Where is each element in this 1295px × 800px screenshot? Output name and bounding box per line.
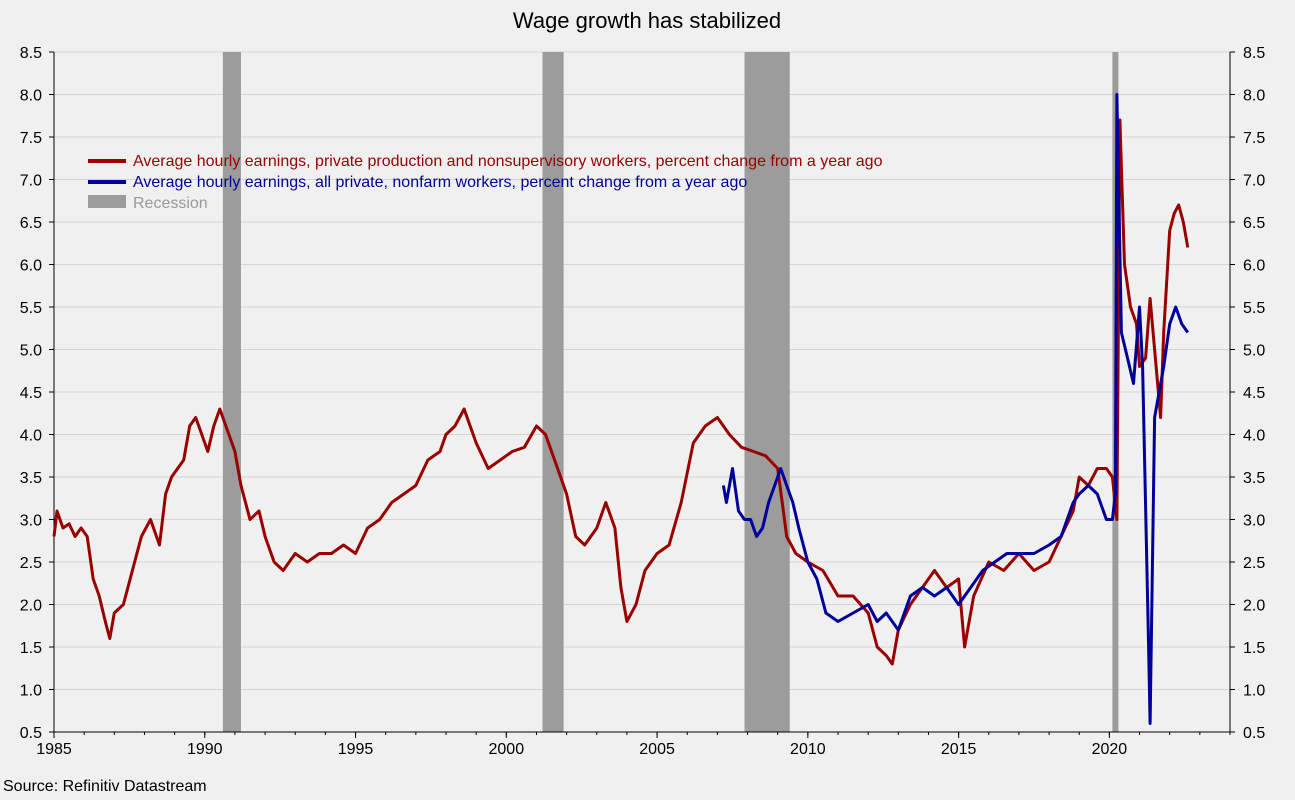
series-line-production — [52, 118, 1190, 666]
y-tick-label-right: 3.0 — [1243, 513, 1265, 530]
x-tick-label: 1990 — [187, 741, 223, 758]
legend: Average hourly earnings, private product… — [88, 153, 883, 212]
y-tick-label-left: 1.0 — [20, 683, 42, 700]
series-line-all_private — [721, 93, 1190, 725]
legend-label-recession: Recession — [133, 195, 208, 212]
y-tick-label-right: 2.5 — [1243, 555, 1265, 572]
y-tick-label-left: 6.0 — [20, 258, 42, 275]
y-tick-label-left: 8.5 — [20, 45, 42, 62]
y-tick-label-left: 2.0 — [20, 598, 42, 615]
y-tick-label-left: 8.0 — [20, 88, 42, 105]
y-tick-label-left: 4.5 — [20, 385, 42, 402]
recession-band — [542, 52, 564, 732]
y-tick-label-left: 3.0 — [20, 513, 42, 530]
x-tick-label: 2015 — [941, 741, 977, 758]
axes: 0.5 0.5 1.0 1.0 1.5 1.5 2.0 2.0 2.5 2.5 3.0 3.0 3.5 3… — [20, 45, 1266, 758]
chart-title: Wage growth has stabilized — [513, 8, 781, 33]
y-tick-label-right: 8.5 — [1243, 45, 1265, 62]
y-tick-label-left: 0.5 — [20, 725, 42, 742]
y-tick-label-left: 7.5 — [20, 130, 42, 147]
y-tick-label-right: 2.0 — [1243, 598, 1265, 615]
y-tick-label-right: 7.5 — [1243, 130, 1265, 147]
source-note: Source: Refinitiv Datastream — [3, 778, 207, 795]
y-tick-label-right: 6.5 — [1243, 215, 1265, 232]
y-tick-label-left: 4.0 — [20, 428, 42, 445]
y-tick-label-right: 6.0 — [1243, 258, 1265, 275]
series-lines — [52, 93, 1190, 725]
y-tick-label-right: 4.5 — [1243, 385, 1265, 402]
y-tick-label-left: 6.5 — [20, 215, 42, 232]
x-tick-label: 2010 — [790, 741, 826, 758]
legend-swatch-recession — [88, 195, 126, 208]
legend-label-all-private: Average hourly earnings, all private, no… — [133, 174, 747, 191]
y-tick-label-left: 5.0 — [20, 343, 42, 360]
x-tick-label: 2005 — [639, 741, 675, 758]
y-tick-label-left: 2.5 — [20, 555, 42, 572]
y-tick-label-right: 5.0 — [1243, 343, 1265, 360]
y-tick-label-left: 1.5 — [20, 640, 42, 657]
x-tick-label: 1995 — [338, 741, 374, 758]
x-tick-label: 1985 — [36, 741, 72, 758]
y-tick-label-right: 3.5 — [1243, 470, 1265, 487]
y-tick-label-right: 1.0 — [1243, 683, 1265, 700]
y-tick-label-left: 7.0 — [20, 173, 42, 190]
y-tick-label-right: 7.0 — [1243, 173, 1265, 190]
recession-band — [744, 52, 790, 732]
legend-label-production: Average hourly earnings, private product… — [133, 153, 883, 170]
y-tick-label-right: 5.5 — [1243, 300, 1265, 317]
y-tick-label-right: 8.0 — [1243, 88, 1265, 105]
y-tick-label-right: 0.5 — [1243, 725, 1265, 742]
y-tick-label-left: 3.5 — [20, 470, 42, 487]
x-tick-label: 2020 — [1092, 741, 1128, 758]
y-tick-label-right: 1.5 — [1243, 640, 1265, 657]
x-tick-label: 2000 — [489, 741, 525, 758]
y-tick-label-right: 4.0 — [1243, 428, 1265, 445]
y-tick-label-left: 5.5 — [20, 300, 42, 317]
recession-band — [222, 52, 241, 732]
